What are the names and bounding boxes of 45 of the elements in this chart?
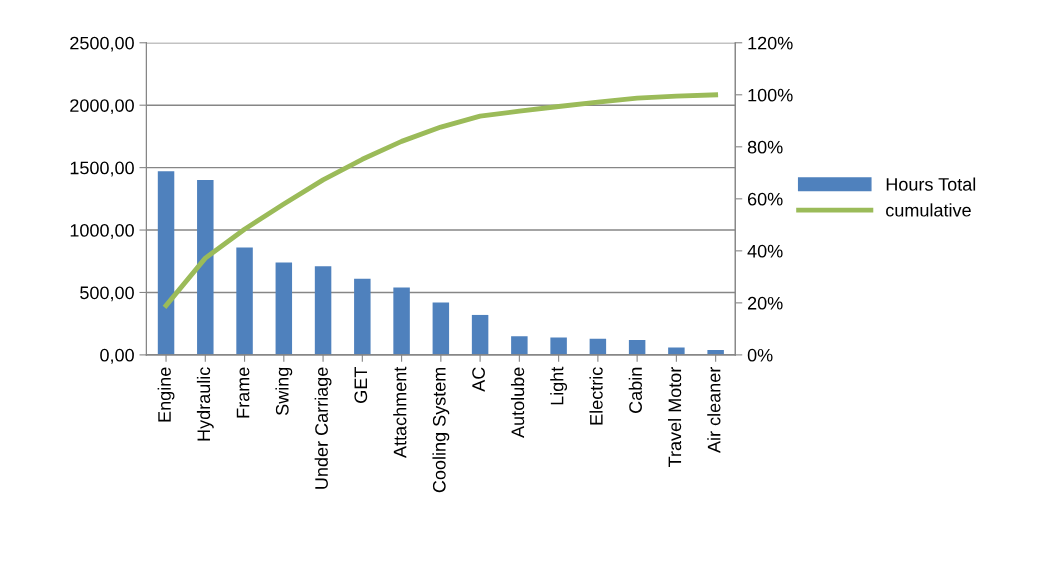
y-tick-label: 2500,00 [70,36,134,52]
x-tick-label: Light [550,366,568,405]
x-tick-label: Autolube [510,367,525,438]
y2-tick-label: 40% [747,244,783,258]
bar [550,337,567,355]
legend-label: cumulative [886,203,971,217]
x-tick-label: Hydraulic [196,367,214,441]
y-tick-label: 500,00 [80,286,134,302]
y2-tick-label: 20% [747,296,783,310]
bar [236,247,253,355]
line-series [163,92,719,308]
x-tick-label: Swing [275,367,293,416]
x-tick-label: Air cleaner [707,366,721,453]
y-tick-label: 2000,00 [70,99,134,115]
x-tick-label: Under Carriage [314,367,332,489]
bar [393,287,410,355]
y2-tick-label: 60% [748,192,783,206]
x-tick-label: AC [472,367,485,392]
bar [589,338,607,355]
x-tick-label: GET [354,367,368,403]
y-tick-label: 0,00 [100,348,134,364]
x-tick-label: Frame [236,367,250,418]
y2-tick-label: 80% [747,140,783,154]
x-tick-label: Electric [589,367,603,425]
x-tick-label: Travel Motor [667,366,682,467]
x-tick-label: Attachment [393,366,407,458]
y2-tick-label: 0% [747,348,773,362]
bar [275,262,293,355]
bar [668,347,685,355]
y-tick-label: 1000,00 [70,223,134,239]
y2-tick-label: 120% [748,36,793,50]
bar [628,339,646,355]
y-tick-label: 1500,00 [70,161,134,177]
bar [197,180,214,355]
y2-tick-label: 100% [748,88,793,102]
bar [157,171,175,355]
bar [354,278,371,355]
x-tick-label: Engine [157,367,175,422]
bar [432,302,450,355]
x-tick-label: Cabin [628,367,642,413]
x-tick-label: Cooling System [432,367,450,493]
bar [511,336,528,355]
bar [471,314,489,355]
bar [314,266,332,355]
legend-label: Hours Total [886,177,976,191]
